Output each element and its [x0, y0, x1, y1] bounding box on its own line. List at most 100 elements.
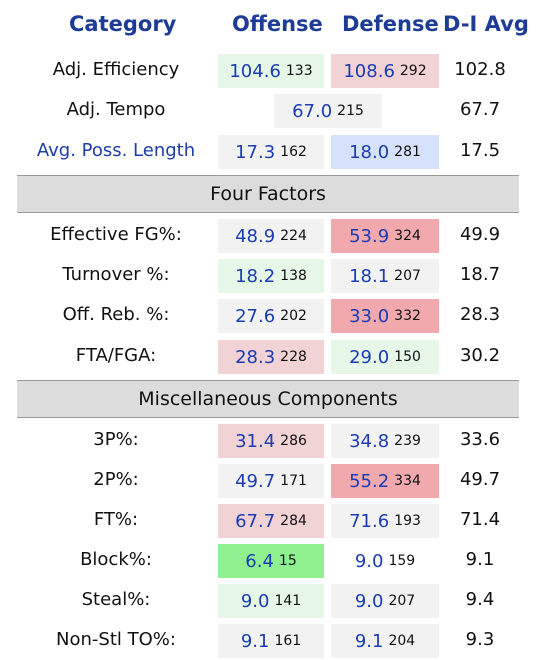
defense-cell: 55.2 334: [331, 464, 439, 498]
defense-cell: 34.8 239: [331, 424, 439, 458]
defense-cell: 18.0 281: [331, 135, 439, 169]
defense-value: 53.9: [349, 225, 390, 247]
defense-value: 18.0: [349, 141, 390, 163]
table-row-adj-tempo: Adj. Tempo 67.0 215 67.7: [0, 90, 538, 130]
d1-avg-value: 67.7: [459, 99, 501, 120]
offense-header[interactable]: Offense: [232, 12, 323, 36]
offense-value: 104.6: [229, 60, 281, 82]
offense-value: 17.3: [235, 141, 276, 163]
d1-avg-header[interactable]: D-I Avg: [443, 12, 529, 36]
offense-cell: 48.9 224: [218, 219, 324, 253]
defense-cell: 18.1 207: [331, 259, 439, 293]
defense-cell: 71.6 193: [331, 504, 439, 538]
offense-cell: 27.6 202: [218, 299, 324, 333]
offense-value: 18.2: [235, 265, 276, 287]
row-label: FT%:: [93, 509, 139, 530]
defense-rank: 207: [388, 593, 416, 609]
row-label: Adj. Tempo: [66, 99, 166, 120]
d1-avg-value: 9.3: [465, 629, 495, 650]
offense-cell: 18.2 138: [218, 259, 324, 293]
row-label: Non-Stl TO%:: [56, 629, 176, 650]
offense-value: 31.4: [235, 430, 276, 452]
section-header-four-factors: Four Factors: [17, 175, 519, 213]
defense-value: 33.0: [349, 305, 390, 327]
defense-value: 9.1: [354, 630, 384, 652]
d1-avg-value: 102.8: [454, 59, 506, 80]
offense-cell: 49.7 171: [218, 464, 324, 498]
offense-cell: 6.4 15: [218, 544, 324, 578]
defense-value: 29.0: [349, 346, 390, 368]
table-row-ft: FT%: 67.7 284 71.6 193 71.4: [0, 500, 538, 540]
offense-rank: 202: [280, 308, 307, 324]
table-row-off-reb: Off. Reb. %: 27.6 202 33.0 332 28.3: [0, 295, 538, 335]
d1-avg-value: 9.1: [465, 549, 495, 570]
offense-cell: 28.3 228: [218, 340, 324, 374]
defense-rank: 204: [388, 633, 416, 649]
defense-value: 34.8: [349, 430, 390, 452]
defense-header[interactable]: Defense: [342, 12, 439, 36]
row-label: Off. Reb. %:: [62, 304, 170, 325]
defense-value: 18.1: [349, 265, 390, 287]
defense-rank: 150: [394, 349, 421, 365]
row-label: Adj. Efficiency: [52, 59, 180, 80]
d1-avg-value: 17.5: [459, 140, 501, 161]
offense-value: 67.7: [235, 510, 276, 532]
defense-cell: 9.0 207: [331, 584, 439, 618]
table-row-turnover: Turnover %: 18.2 138 18.1 207 18.7: [0, 255, 538, 295]
offense-cell: 67.7 284: [218, 504, 324, 538]
offense-cell: 31.4 286: [218, 424, 324, 458]
row-label: Turnover %:: [62, 264, 170, 285]
defense-rank: 281: [394, 144, 421, 160]
table-row-fta-fga: FTA/FGA: 28.3 228 29.0 150 30.2: [0, 336, 538, 376]
table-row-block: Block%: 6.4 15 9.0 159 9.1: [0, 540, 538, 580]
defense-rank: 292: [399, 63, 427, 79]
d1-avg-value: 9.4: [465, 589, 495, 610]
d1-avg-value: 49.9: [459, 224, 501, 245]
defense-value: 9.0: [354, 550, 384, 572]
offense-cell: 17.3 162: [218, 135, 324, 169]
defense-value: 55.2: [349, 470, 390, 492]
offense-rank: 286: [280, 433, 307, 449]
table-row-non-stl-to: Non-Stl TO%: 9.1 161 9.1 204 9.3: [0, 620, 538, 660]
offense-rank: 138: [280, 268, 307, 284]
offense-rank: 162: [280, 144, 307, 160]
offense-rank: 284: [280, 513, 307, 529]
offense-value: 6.4: [245, 550, 274, 572]
section-header-misc-components: Miscellaneous Components: [17, 380, 519, 418]
table-header: Category Offense Defense D-I Avg: [0, 0, 538, 52]
defense-cell: 29.0 150: [331, 340, 439, 374]
offense-rank: 133: [285, 63, 313, 79]
offense-value: 27.6: [235, 305, 276, 327]
offense-rank: 171: [280, 473, 307, 489]
offense-rank: 161: [274, 633, 302, 649]
table-row-3p: 3P%: 31.4 286 34.8 239 33.6: [0, 420, 538, 460]
offense-rank: 228: [280, 349, 307, 365]
defense-rank: 239: [394, 433, 421, 449]
avg-poss-length-link[interactable]: Avg. Poss. Length: [36, 140, 196, 161]
tempo-cell: 67.0 215: [274, 94, 382, 128]
table-row-avg-poss-length: Avg. Poss. Length 17.3 162 18.0 281 17.5: [0, 131, 538, 171]
row-label: 2P%:: [93, 469, 139, 490]
row-label: Block%:: [80, 549, 152, 570]
defense-rank: 159: [388, 553, 416, 569]
defense-value: 108.6: [343, 60, 395, 82]
category-header[interactable]: Category: [69, 12, 177, 36]
d1-avg-value: 28.3: [459, 304, 501, 325]
offense-value: 9.0: [240, 590, 270, 612]
defense-cell: 53.9 324: [331, 219, 439, 253]
defense-value: 9.0: [354, 590, 384, 612]
d1-avg-value: 33.6: [459, 429, 501, 450]
defense-rank: 324: [394, 228, 421, 244]
defense-rank: 193: [394, 513, 421, 529]
tempo-value: 67.0: [292, 100, 333, 122]
offense-rank: 15: [278, 553, 297, 569]
defense-rank: 207: [394, 268, 421, 284]
table-row-adj-efficiency: Adj. Efficiency 104.6 133 108.6 292 102.8: [0, 50, 538, 90]
d1-avg-value: 71.4: [459, 509, 501, 530]
offense-cell: 9.0 141: [218, 584, 324, 618]
defense-cell: 9.0 159: [331, 544, 439, 578]
row-label: FTA/FGA:: [75, 345, 157, 366]
offense-cell: 9.1 161: [218, 624, 324, 658]
offense-rank: 224: [280, 228, 307, 244]
defense-rank: 332: [394, 308, 421, 324]
